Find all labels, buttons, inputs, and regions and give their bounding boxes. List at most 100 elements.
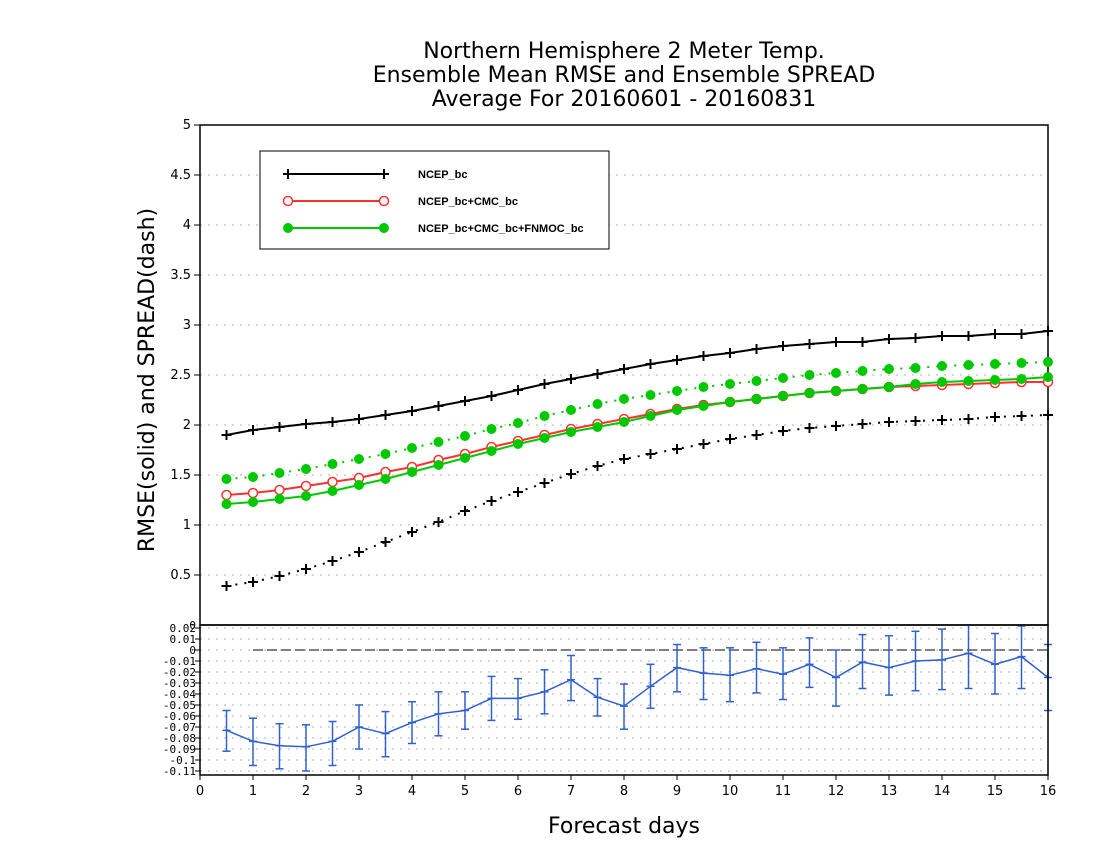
y-tick-label: 4 (183, 218, 191, 233)
spread-point (274, 571, 285, 581)
legend-marker (378, 195, 390, 207)
title-line-2: Ensemble Mean RMSE and Ensemble SPREAD (373, 63, 876, 88)
rmse-point (300, 480, 312, 492)
rmse-point (857, 337, 868, 347)
spread-point (645, 449, 656, 459)
spread-point (963, 414, 974, 424)
spread-point (248, 472, 258, 482)
x-tick-label: 2 (302, 784, 310, 799)
x-tick-label: 1 (249, 784, 257, 799)
spread-point (301, 564, 311, 574)
y-tick-label: -0.05 (163, 699, 196, 712)
legend-label: NCEP_bc+CMC_bc (418, 196, 518, 208)
rmse-point (804, 339, 815, 349)
x-tick-label: 13 (881, 784, 898, 799)
rmse-point (327, 486, 338, 496)
rmse-point (460, 396, 470, 406)
rmse-point (380, 474, 391, 484)
rmse-point (751, 394, 762, 404)
spread-point (725, 434, 735, 444)
legend-label: NCEP_bc+CMC_bc+FNMOC_bc (418, 223, 584, 235)
rmse-point (990, 329, 1000, 339)
spread-point (778, 373, 788, 383)
rmse-point (645, 411, 656, 421)
legend-marker (379, 223, 389, 233)
spread-point (248, 577, 258, 587)
legend-marker (282, 195, 294, 207)
spread-point (380, 537, 391, 547)
x-tick-label: 8 (620, 784, 628, 799)
rmse-point (963, 331, 974, 341)
y-tick-label: -0.06 (163, 710, 196, 723)
spread-point (937, 415, 947, 425)
spread-point (990, 359, 1000, 369)
spread-point (221, 581, 232, 591)
rmse-point (460, 453, 470, 463)
x-tick-label: 3 (355, 784, 363, 799)
spread-point (910, 363, 921, 373)
rmse-point (619, 417, 629, 427)
rmse-point (937, 377, 947, 387)
spread-point (513, 487, 523, 497)
rmse-point (221, 489, 232, 501)
x-tick-label: 10 (722, 784, 739, 799)
rmse-point (513, 385, 523, 395)
legend-marker (283, 169, 293, 179)
spread-point (990, 412, 1000, 422)
x-tick-label: 15 (987, 784, 1004, 799)
y-tick-label: -0.04 (163, 688, 196, 701)
rmse-point (539, 433, 550, 443)
x-tick-label: 5 (461, 784, 469, 799)
spread-point (884, 417, 894, 427)
title-line-3: Average For 20160601 - 20160831 (432, 87, 817, 112)
y-tick-label: -0.1 (170, 754, 197, 767)
spread-point (539, 411, 550, 421)
rmse-point (354, 414, 364, 424)
y-tick-label: 4.5 (170, 168, 191, 183)
rmse-point (698, 401, 709, 411)
rmse-point (486, 391, 497, 401)
rmse-point (566, 427, 576, 437)
x-tick-label: 7 (567, 784, 575, 799)
spread-point (751, 430, 762, 440)
spread-point (751, 376, 762, 386)
x-tick-label: 0 (196, 784, 204, 799)
x-tick-label: 12 (828, 784, 845, 799)
spread-point (725, 379, 735, 389)
spread-point (857, 419, 868, 429)
spread-point (566, 469, 576, 479)
y-tick-label: -0.08 (163, 732, 196, 745)
legend-marker (283, 223, 293, 233)
y-tick-label: -0.01 (163, 655, 196, 668)
spread-point (645, 390, 656, 400)
rmse-point (592, 422, 603, 432)
chart-title: Northern Hemisphere 2 Meter Temp.Ensembl… (373, 39, 876, 112)
rmse-point (1016, 374, 1027, 384)
spread-point (460, 431, 470, 441)
spread-point (513, 418, 523, 428)
rmse-point (725, 397, 735, 407)
y-tick-label: 2 (183, 418, 191, 433)
spread-point (354, 454, 364, 464)
rmse-point (433, 401, 444, 411)
x-tick-label: 9 (673, 784, 681, 799)
rmse-line (226, 376, 1049, 505)
rmse-point (274, 494, 285, 504)
spread-point (433, 517, 444, 527)
x-tick-label: 4 (408, 784, 416, 799)
legend-label: NCEP_bc (418, 169, 468, 181)
y-tick-label: 0.01 (170, 633, 197, 646)
series-NCEP_bc (221, 326, 1053, 591)
spread-point (672, 444, 682, 454)
title-line-1: Northern Hemisphere 2 Meter Temp. (423, 39, 825, 64)
rmse-point (672, 405, 682, 415)
rmse-point (645, 359, 656, 369)
difference-series (222, 625, 1052, 772)
rmse-point (301, 491, 311, 501)
spread-point (327, 459, 338, 469)
x-tick-label: 14 (934, 784, 951, 799)
rmse-point (566, 374, 576, 384)
y-tick-label: 1 (183, 518, 191, 533)
rmse-point (778, 341, 788, 351)
spread-point (804, 423, 815, 433)
